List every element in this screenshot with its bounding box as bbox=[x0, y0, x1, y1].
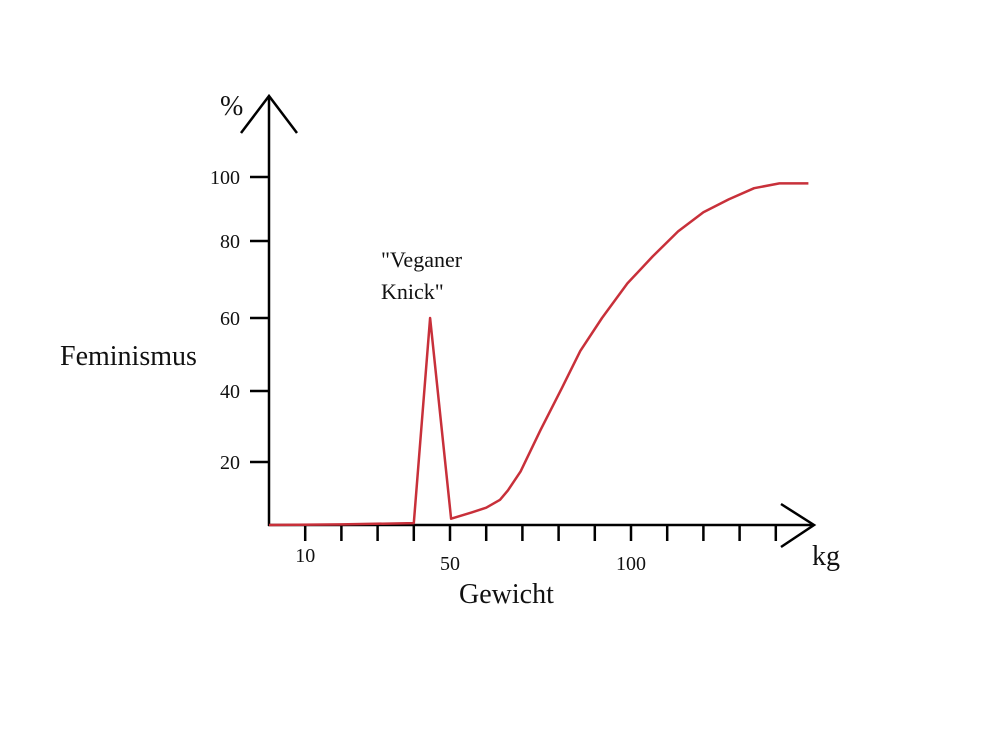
y-tick-label: 80 bbox=[220, 231, 240, 253]
y-unit-label: % bbox=[220, 91, 243, 122]
y-tick-label: 20 bbox=[220, 452, 240, 474]
series-line-feminismus bbox=[268, 182, 809, 527]
y-tick-label: 60 bbox=[220, 308, 240, 330]
x-axis-arrow bbox=[780, 502, 817, 549]
x-unit-label: kg bbox=[812, 541, 840, 572]
x-tick-label: 50 bbox=[440, 553, 460, 575]
axes bbox=[240, 93, 817, 549]
x-axis-title: Gewicht bbox=[459, 579, 554, 610]
y-tick-label: 100 bbox=[210, 167, 240, 189]
y-axis-title: Feminismus bbox=[60, 341, 197, 372]
x-tick-label: 10 bbox=[295, 545, 315, 567]
y-axis-arrow bbox=[240, 93, 298, 134]
annotation-line-2: Knick" bbox=[381, 279, 444, 304]
x-tick-label: 100 bbox=[616, 553, 646, 575]
y-tick-label: 40 bbox=[220, 381, 240, 403]
annotation-line-1: "Veganer bbox=[381, 247, 463, 272]
